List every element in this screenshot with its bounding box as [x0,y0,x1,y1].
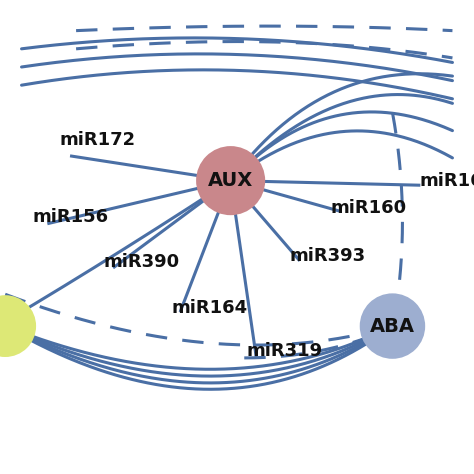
Text: miR393: miR393 [290,247,366,265]
Text: miR319: miR319 [247,342,323,360]
Text: miR156: miR156 [32,208,109,226]
Text: miR172: miR172 [60,131,136,149]
Text: AUX: AUX [208,171,253,190]
Text: miR16: miR16 [420,172,474,190]
Text: miR164: miR164 [172,299,248,317]
Text: miR160: miR160 [331,199,407,217]
Circle shape [196,146,265,215]
Text: ABA: ABA [370,317,415,336]
Text: miR390: miR390 [103,254,180,272]
Circle shape [360,293,425,359]
Circle shape [0,295,36,357]
